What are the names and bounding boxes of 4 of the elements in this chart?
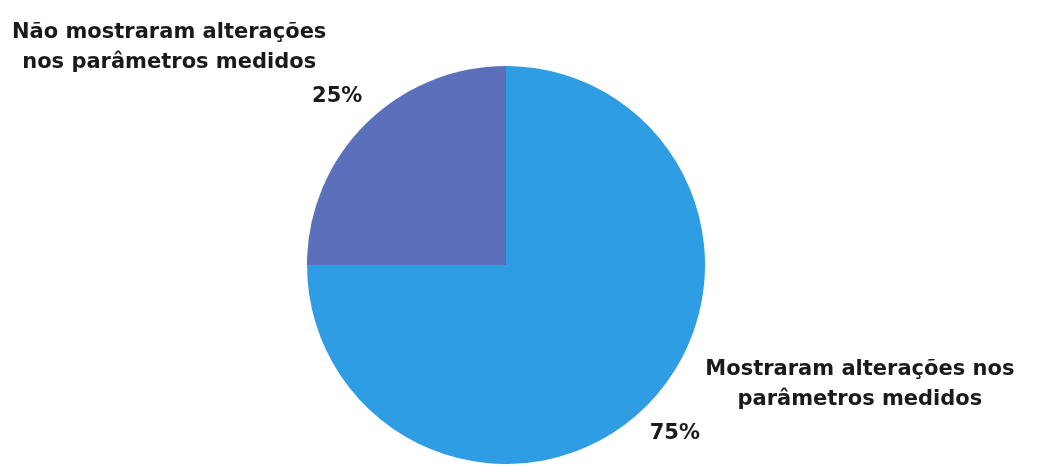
slice-label: Mostraram alterações nos parâmetros medidos <box>705 356 1015 411</box>
data-label: 75% <box>649 420 700 445</box>
data-label: 25% <box>312 82 363 107</box>
slice-label: Não mostraram alterações nos parâmetros medidos <box>12 18 327 73</box>
